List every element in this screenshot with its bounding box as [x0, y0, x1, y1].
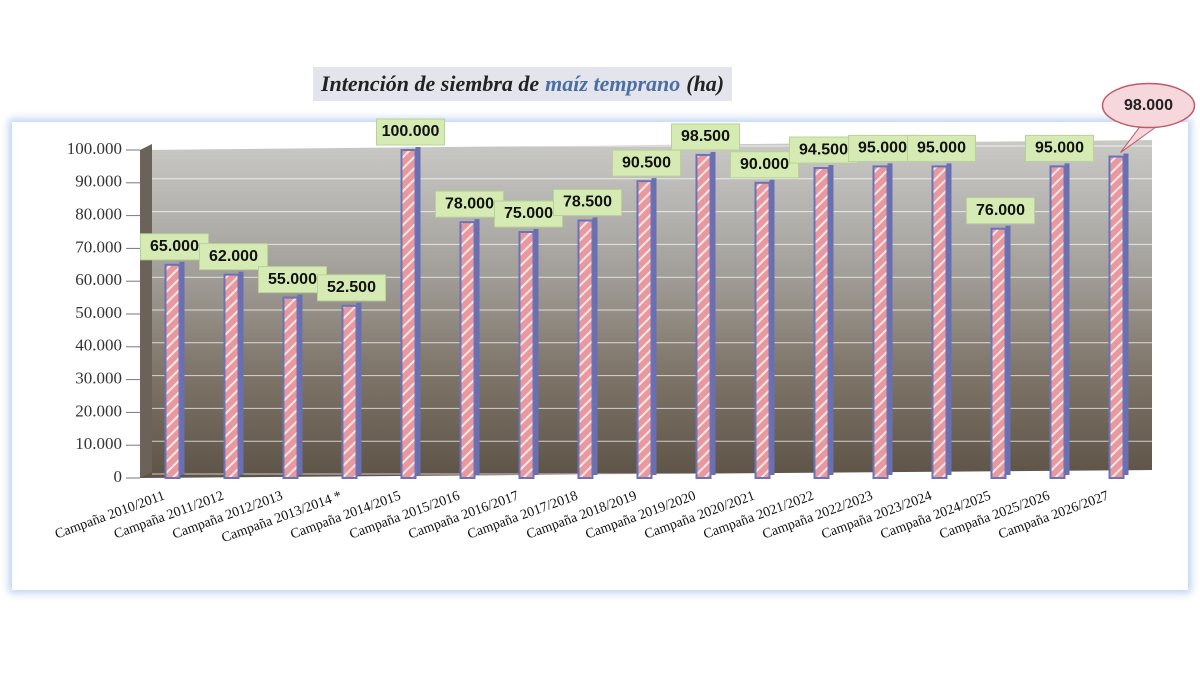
value-label: 62.000 [209, 248, 258, 265]
value-label-box [199, 243, 268, 271]
value-label-box [966, 197, 1035, 225]
callout [1101, 82, 1196, 129]
bar-side [1064, 163, 1070, 475]
value-label-box [258, 266, 327, 294]
bar [931, 165, 948, 479]
bar [990, 227, 1007, 479]
bar-side [651, 178, 657, 475]
bar-side [474, 219, 480, 475]
value-label: 76.000 [976, 202, 1025, 219]
plot-wall [140, 144, 152, 478]
bar [695, 153, 712, 479]
bar [1108, 155, 1125, 479]
value-label: 95.000 [917, 140, 966, 157]
value-label: 52.500 [327, 279, 376, 296]
y-tick-label: 70.000 [75, 237, 122, 256]
y-tick-label: 10.000 [75, 434, 122, 453]
bar [754, 181, 771, 480]
value-label: 95.000 [858, 140, 907, 157]
value-label-box [494, 200, 563, 228]
title-part: Intención de siembra de [321, 71, 540, 96]
value-label-box [907, 134, 976, 162]
value-label-box [553, 189, 622, 217]
y-tick-label: 80.000 [75, 205, 122, 224]
bar-side [710, 151, 716, 476]
value-label-box [671, 123, 740, 151]
value-label: 90.000 [740, 156, 789, 173]
bar-side [356, 302, 362, 475]
value-label-box [730, 151, 799, 179]
value-label-box [140, 233, 209, 261]
value-label: 94.500 [799, 141, 848, 158]
value-label: 90.500 [622, 154, 671, 171]
bar-side [946, 163, 952, 475]
bar [1049, 165, 1066, 479]
value-label-box [376, 118, 445, 146]
bar-side [1123, 153, 1129, 475]
bar [282, 296, 299, 479]
y-tick-label: 100.000 [67, 139, 122, 158]
bar-side [297, 294, 303, 475]
y-tick-label: 50.000 [75, 303, 122, 322]
bar [518, 231, 535, 479]
bar [813, 167, 830, 479]
bar [577, 219, 594, 480]
value-label-box [612, 149, 681, 177]
y-tick-label: 30.000 [75, 369, 122, 388]
value-label-box [789, 136, 858, 164]
bar [459, 221, 476, 479]
value-label: 65.000 [150, 238, 199, 255]
y-tick-label: 0 [114, 467, 123, 486]
y-tick-label: 60.000 [75, 270, 122, 289]
value-label: 100.000 [382, 123, 440, 140]
value-label: 95.000 [1035, 140, 1084, 157]
bar-side [592, 217, 598, 475]
title-part: (ha) [686, 71, 725, 96]
value-label: 55.000 [268, 271, 317, 288]
y-tick-label: 90.000 [75, 172, 122, 191]
value-label-box [1025, 134, 1094, 162]
bar-side [533, 229, 539, 475]
bar [164, 263, 181, 479]
y-tick-label: 40.000 [75, 336, 122, 355]
bar [223, 273, 240, 480]
value-label: 98.500 [681, 128, 730, 145]
value-label-box [435, 190, 504, 218]
title-part: maíz temprano [545, 71, 681, 96]
value-label: 98.000 [1124, 97, 1173, 114]
bar-side [415, 147, 421, 475]
bar-side [238, 271, 244, 475]
bar-side [1005, 225, 1011, 475]
value-label-box [317, 274, 386, 302]
bar [872, 165, 889, 479]
chart-title: Intención de siembra de maíz temprano (ha) [313, 67, 733, 101]
bar [636, 180, 653, 479]
value-label: 78.500 [563, 194, 612, 211]
bar [400, 149, 417, 479]
bar-side [887, 163, 893, 475]
bar [341, 304, 358, 479]
bar-side [769, 179, 775, 476]
bar-side [179, 261, 185, 475]
bar-side [828, 165, 834, 476]
value-label: 78.000 [445, 195, 494, 212]
value-label: 75.000 [504, 205, 553, 222]
y-tick-label: 20.000 [75, 401, 122, 420]
